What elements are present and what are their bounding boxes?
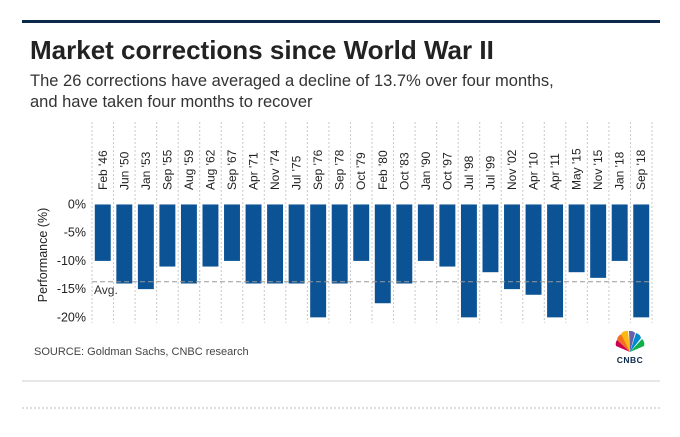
category-label: Apr '11: [548, 153, 562, 190]
category-labels: Feb '46 Jun '50 Jan '53 Sep '55 Aug '59 Aug '…: [96, 148, 648, 190]
logo-wordmark: CNBC: [617, 355, 644, 365]
category-label: Oct '79: [354, 152, 368, 190]
category-label: Oct '83: [397, 152, 411, 190]
y-tick-label: -5%: [64, 226, 86, 240]
bar: [116, 204, 133, 284]
bar: [482, 204, 499, 273]
peacock-feather-red: [615, 340, 630, 352]
bar: [590, 204, 607, 278]
y-tick-label: -15%: [57, 282, 86, 296]
bar: [417, 204, 434, 261]
bar: [310, 204, 327, 318]
category-label: Sep '67: [225, 149, 239, 190]
peacock-feather-yellow: [621, 330, 630, 352]
bar: [611, 204, 628, 261]
category-label: Feb '46: [96, 150, 110, 190]
bar: [159, 204, 176, 267]
top-rule: [22, 20, 660, 23]
bar: [353, 204, 370, 261]
bar: [224, 204, 240, 261]
y-axis-ticks: 0% -5% -10% -15% -20%: [57, 197, 86, 324]
source-note: SOURCE: Goldman Sachs, CNBC research: [34, 346, 249, 358]
bar: [439, 204, 456, 267]
bar: [267, 204, 284, 284]
category-label: Jan '53: [139, 151, 153, 190]
bar: [396, 204, 413, 284]
category-label: Jul '99: [483, 155, 497, 190]
category-label: Feb '80: [376, 150, 390, 190]
category-label: Aug '59: [182, 149, 196, 190]
bar: [202, 204, 219, 267]
average-label: Avg.: [94, 283, 118, 297]
chart-subtitle-line-1: The 26 corrections have averaged a decli…: [30, 72, 554, 90]
chart-title: Market corrections since World War II: [30, 35, 494, 65]
category-label: Jan '18: [613, 151, 627, 190]
peacock-feather-blue: [630, 333, 641, 352]
bar: [245, 204, 262, 284]
category-label: Sep '78: [333, 149, 347, 190]
category-label: Jul '75: [290, 155, 304, 190]
category-label: May '15: [570, 148, 584, 190]
category-label: Sep '18: [634, 149, 648, 190]
bar: [374, 204, 391, 304]
category-label: Nov '74: [268, 149, 282, 190]
category-label: Apr '71: [247, 152, 261, 190]
bar: [331, 204, 348, 284]
peacock-feather-green: [630, 339, 645, 352]
category-label: Nov '02: [505, 149, 519, 190]
category-label: Nov '15: [591, 149, 605, 190]
peacock-feather-orange: [617, 334, 630, 352]
bars: [94, 204, 650, 318]
bar: [525, 204, 542, 295]
y-tick-label: -10%: [57, 254, 86, 268]
cnbc-logo: CNBC: [615, 330, 645, 365]
category-label: Jul '98: [462, 155, 476, 190]
y-tick-label: -20%: [57, 310, 86, 324]
bar: [504, 204, 520, 290]
y-axis-label: Performance (%): [36, 208, 50, 302]
category-label: Sep '76: [311, 149, 325, 190]
bar: [288, 204, 305, 284]
category-label: Aug '62: [203, 149, 217, 190]
category-label: Oct '97: [440, 152, 454, 190]
bar: [94, 204, 111, 261]
grid: [91, 122, 653, 323]
bar: [460, 204, 477, 318]
y-tick-label: 0%: [68, 197, 86, 211]
bar: [180, 204, 197, 284]
category-label: Sep '55: [160, 149, 174, 190]
bar: [137, 204, 154, 290]
category-label: Jan '90: [419, 151, 433, 190]
category-label: Jun '50: [117, 151, 131, 190]
chart-subtitle-line-2: and have taken four months to recover: [30, 93, 313, 111]
bar: [547, 204, 564, 318]
category-label: Apr '10: [527, 152, 541, 190]
peacock-feather-purple: [629, 330, 635, 352]
bar: [633, 204, 650, 318]
bar: [568, 204, 585, 273]
